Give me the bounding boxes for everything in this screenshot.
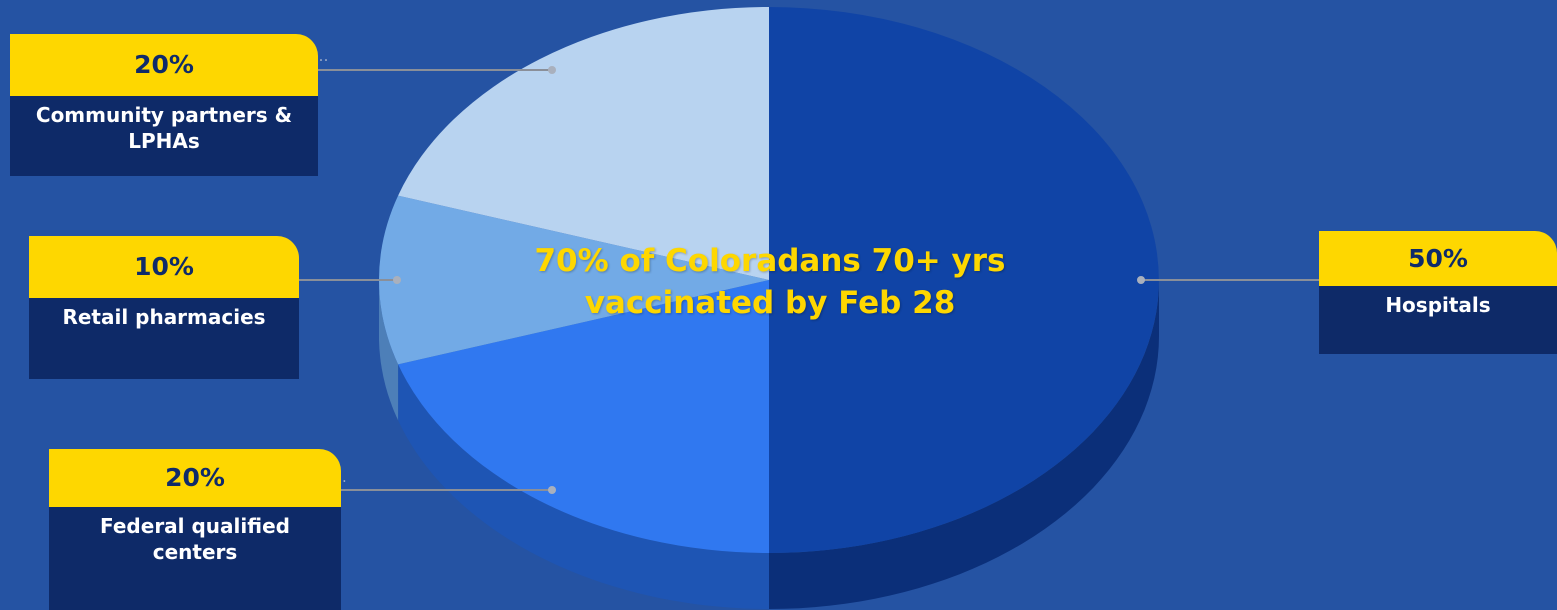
pie-side-retail-pharmacies (379, 280, 399, 421)
chart-title: 70% of Coloradans 70+ yrs vaccinated by … (534, 243, 1006, 321)
callout-percent: 50% (1319, 231, 1557, 286)
callout-percent: 20% (49, 449, 341, 507)
leader-dot-retail-pharmacies (393, 276, 401, 284)
callout-label: Hospitals (1319, 286, 1557, 354)
callout-percent: 20% (10, 34, 318, 96)
callout-federal-centers: 20% Federal qualified centers (49, 449, 341, 610)
pie-slice-retail-pharmacies (378, 195, 769, 365)
leader-dot-community-partners-lphas (548, 66, 556, 74)
truncated-label-federal: . (342, 468, 347, 486)
pie-slice-federal-qualified-centers (398, 280, 769, 554)
callout-label: Community partners & LPHAs (10, 96, 318, 176)
leader-dot-hospitals (1137, 276, 1145, 284)
callout-label: Federal qualified centers (49, 507, 341, 610)
callout-community-partners: 20% Community partners & LPHAs (10, 34, 318, 176)
pie-slice-community-partners-lphas (398, 7, 769, 280)
callout-percent: 10% (29, 236, 299, 298)
callout-label: Retail pharmacies (29, 298, 299, 379)
pie-side-hospitals (769, 280, 1159, 609)
callout-retail-pharmacies: 10% Retail pharmacies (29, 236, 299, 379)
pie-side-federal-qualified-centers (398, 364, 769, 609)
leader-dot-federal-qualified-centers (548, 486, 556, 494)
callout-hospitals: 50% Hospitals (1319, 231, 1557, 354)
pie-slice-hospitals (769, 7, 1159, 553)
